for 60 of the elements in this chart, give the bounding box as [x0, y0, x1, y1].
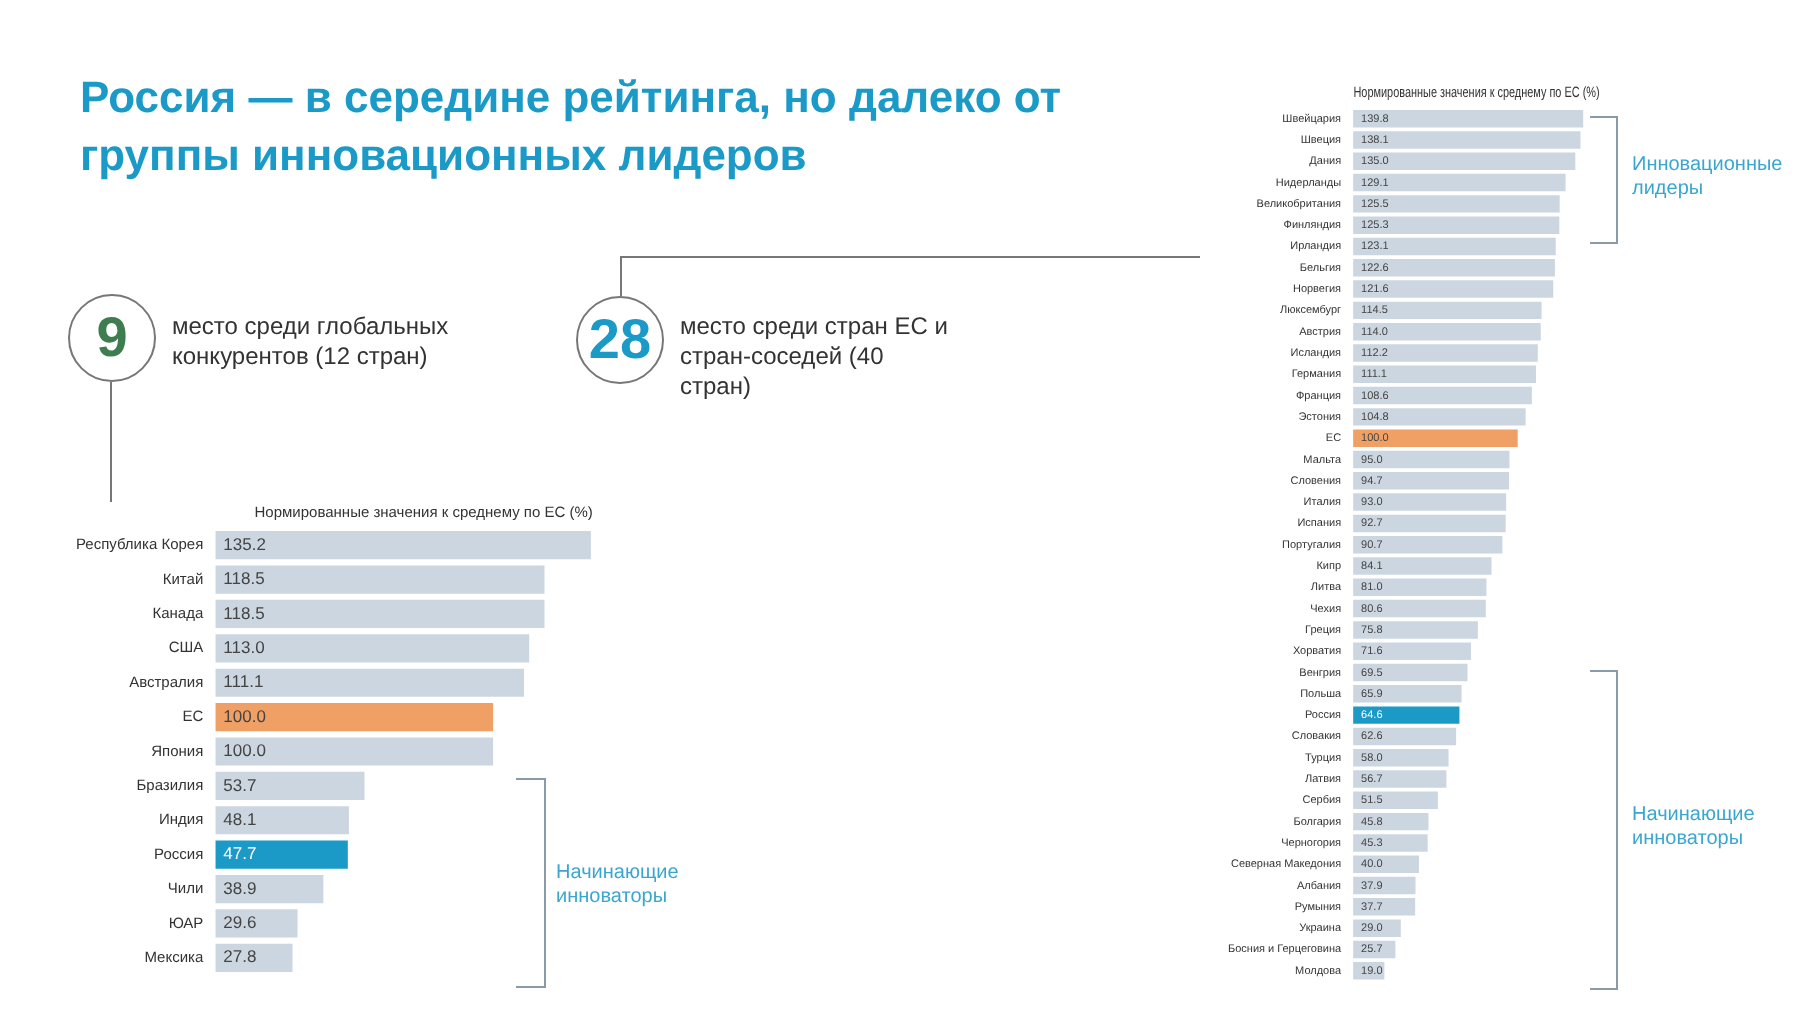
bar: [215, 737, 494, 766]
bar: [1353, 365, 1536, 384]
data-label: 38.9: [223, 877, 257, 898]
data-label: 113.0: [223, 637, 266, 658]
bar: [215, 806, 349, 835]
text: место среди глобальных конкурентов (12 стран): [172, 312, 451, 372]
bar: [1353, 109, 1584, 128]
bar: [1353, 408, 1526, 426]
data-label: 118.5: [223, 568, 266, 589]
bar: [215, 909, 298, 938]
bar: [1353, 344, 1538, 362]
bar: [1353, 685, 1462, 703]
bar: [215, 703, 494, 732]
data-label: 47.7: [223, 843, 257, 864]
bar: [1353, 727, 1457, 746]
text: Инновационные лидеры: [1632, 154, 1785, 202]
bar: [1353, 599, 1486, 618]
data-label: 48.1: [223, 808, 257, 829]
bar: [1353, 578, 1487, 597]
bar: [215, 531, 591, 560]
bar: [1353, 152, 1576, 170]
bar: [215, 668, 524, 697]
bar: [1353, 514, 1506, 533]
bar: [1353, 237, 1556, 256]
bar: [1353, 791, 1438, 810]
text: место среди стран ЕС и стран-соседей (40 стран): [680, 312, 950, 402]
bar: [1353, 429, 1518, 447]
data-label: 111.1: [223, 671, 264, 692]
text: 28: [576, 296, 664, 384]
annotation: Начинающие инноваторы: [556, 862, 681, 910]
bar: [1353, 322, 1541, 341]
bar: [215, 599, 545, 629]
data-label: 135.2: [223, 533, 267, 554]
text: Начинающие инноваторы: [1632, 804, 1757, 852]
data-label: 118.5: [223, 602, 266, 623]
bar: [1353, 450, 1510, 469]
bar: [1353, 557, 1492, 575]
chart-title: Россия — в середине рейтинга, но далеко от группы инновационных лидеров: [80, 70, 1064, 184]
bar: [1353, 386, 1532, 405]
bar: [215, 771, 365, 800]
bar: [1353, 748, 1449, 767]
bar: [1353, 770, 1447, 788]
data-label: 100.0: [223, 740, 267, 761]
bar: [1353, 663, 1468, 682]
bar: [1353, 301, 1542, 320]
bar: [215, 565, 545, 594]
data-label: 29.6: [223, 912, 257, 933]
data-label: 27.8: [223, 946, 257, 967]
bar: [215, 634, 530, 663]
data-label: 100.0: [223, 705, 267, 726]
bar: [1353, 706, 1460, 724]
bar: [1353, 834, 1428, 852]
text: 9: [68, 294, 156, 382]
bar: [1353, 535, 1503, 554]
data-label: 53.7: [223, 774, 257, 795]
bar: [215, 943, 293, 972]
bar: [215, 840, 348, 869]
bar: [1353, 131, 1581, 149]
bar: [1353, 173, 1566, 192]
bar: [215, 874, 324, 904]
